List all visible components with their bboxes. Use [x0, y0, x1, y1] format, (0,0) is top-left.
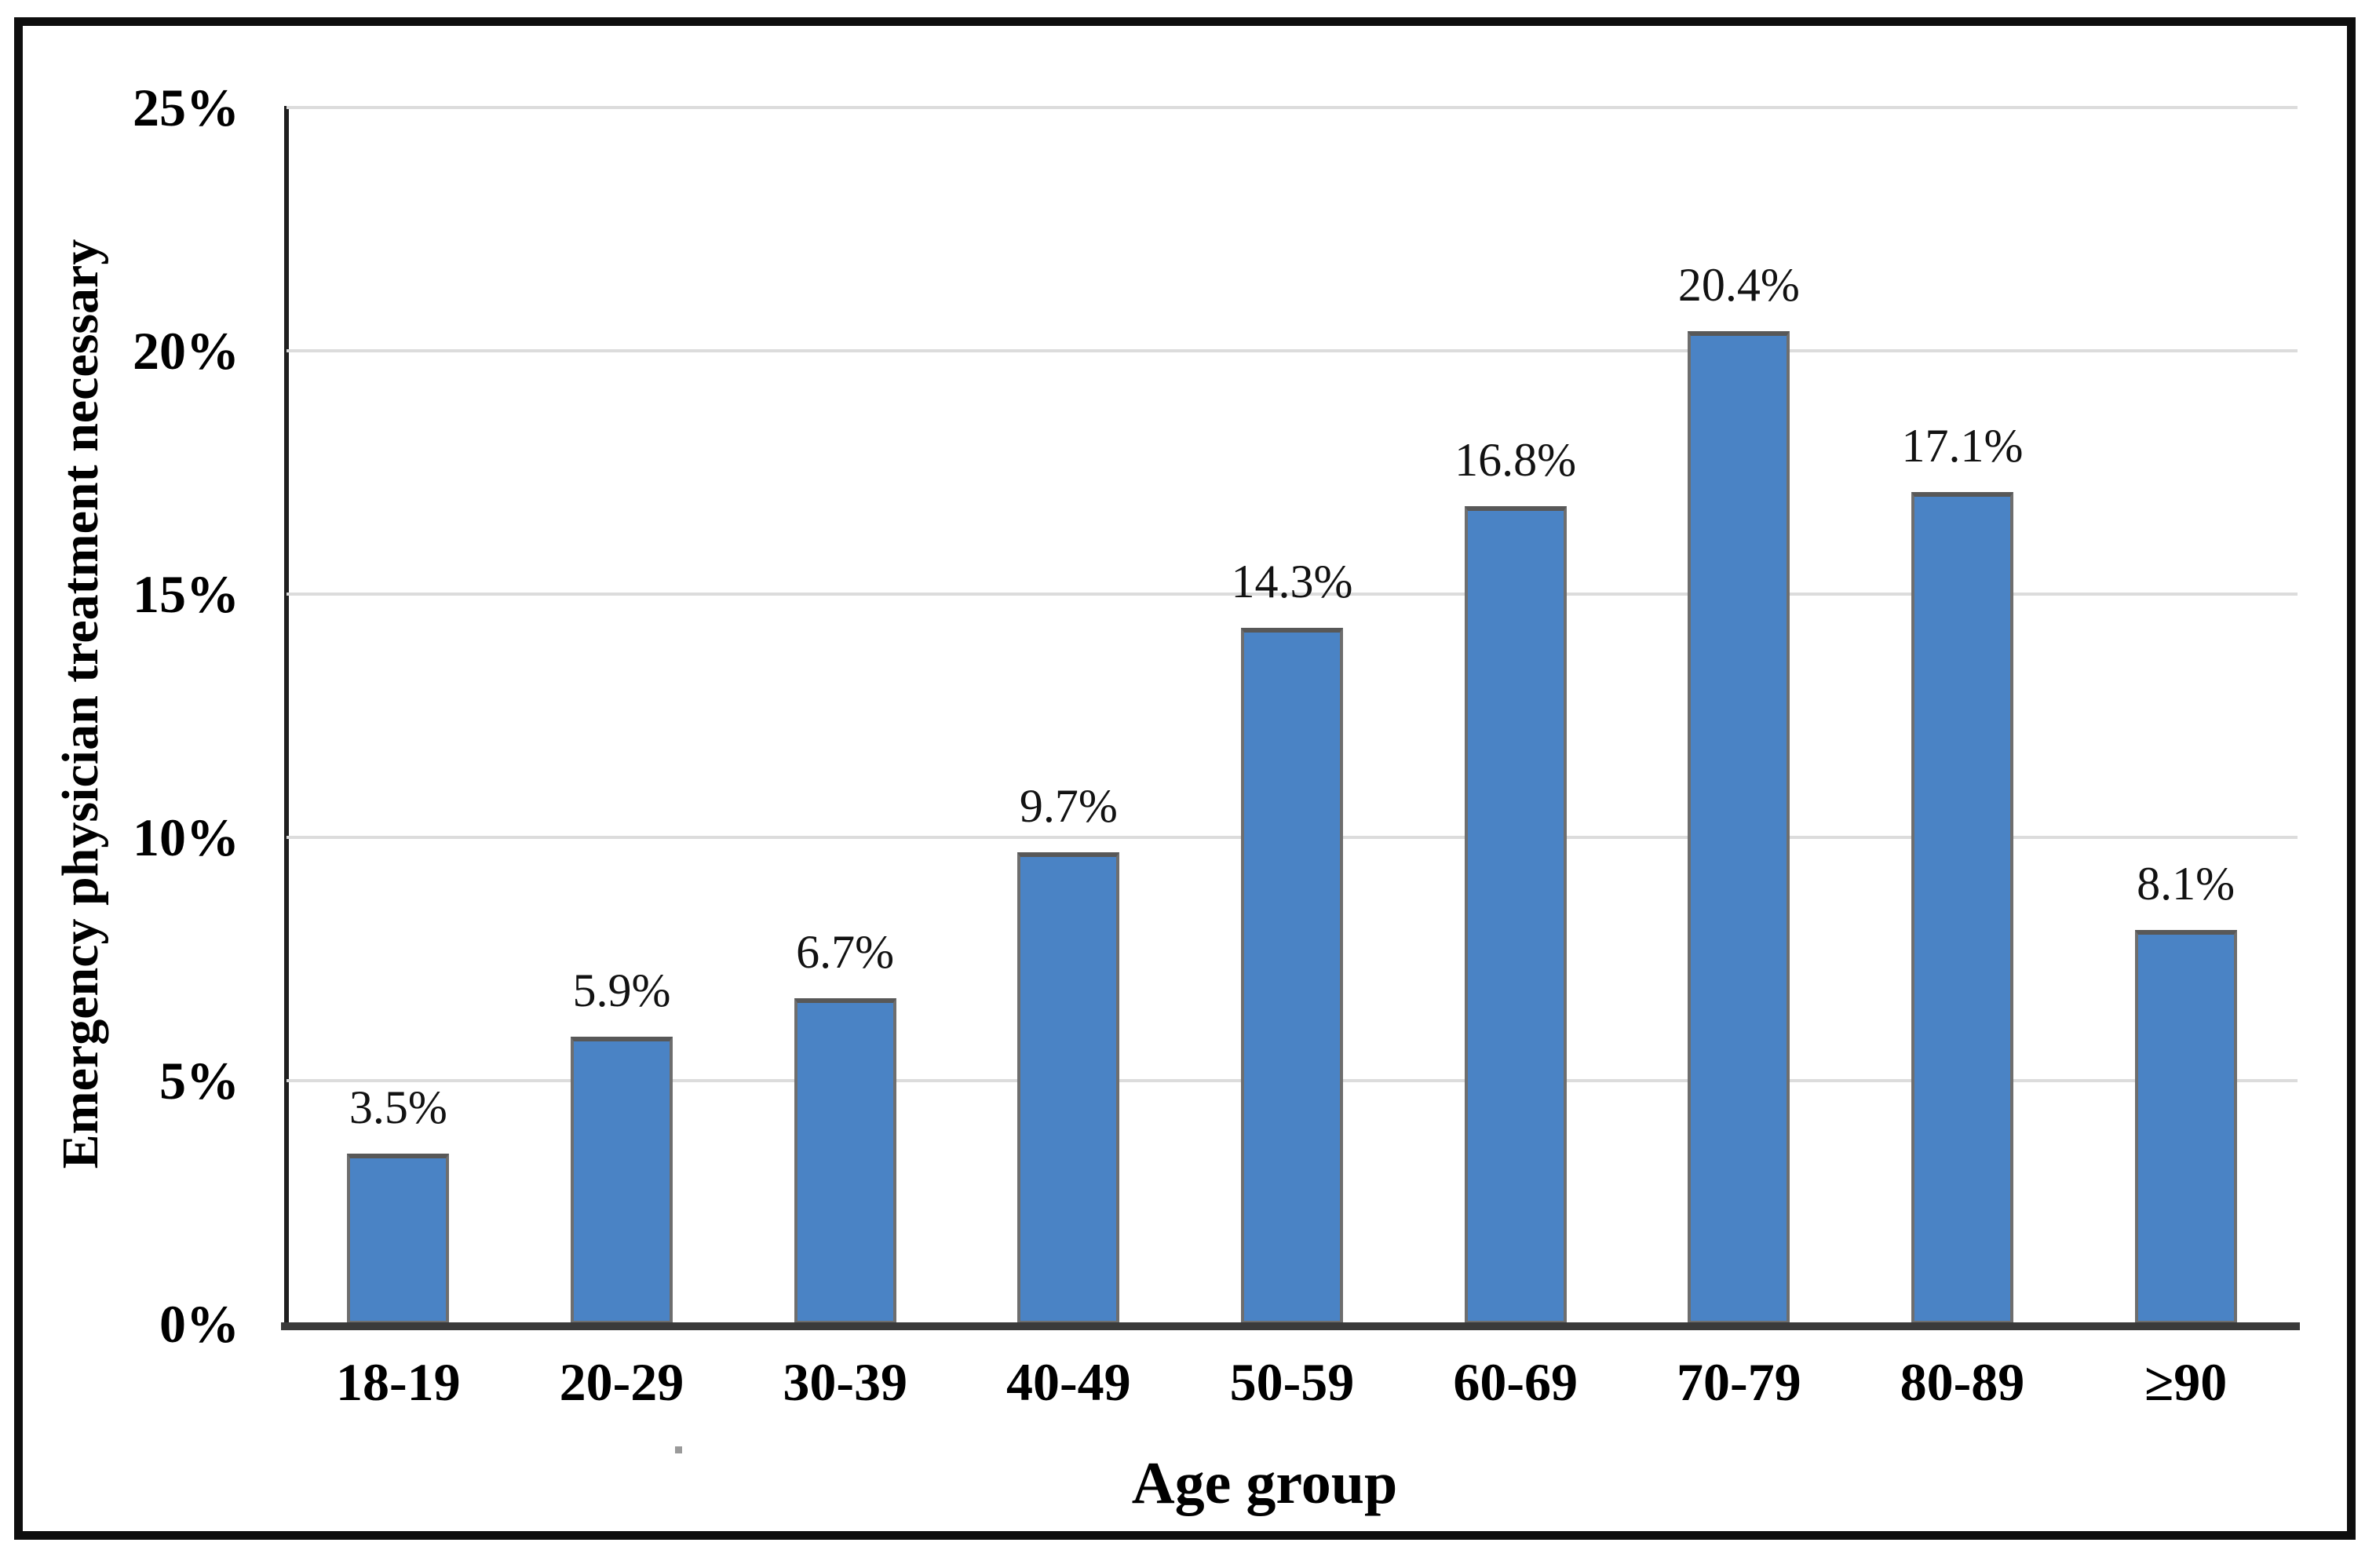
- y-tick-label: 0%: [159, 1294, 239, 1354]
- y-tick-label: 15%: [133, 564, 239, 624]
- x-axis-line: [281, 1322, 2300, 1330]
- bar-value-label: 8.1%: [2137, 857, 2235, 910]
- y-tick-label: 20%: [133, 321, 239, 381]
- bar-value-label: 3.5%: [349, 1081, 447, 1133]
- bar-value-label: 20.4%: [1677, 259, 1800, 312]
- x-tick-label: 30-39: [783, 1352, 907, 1412]
- bar-value-label: 16.8%: [1454, 434, 1577, 487]
- bar-value-label: 9.7%: [1019, 779, 1118, 832]
- y-tick-label: 25%: [133, 78, 239, 137]
- bar-60-69: [1464, 506, 1567, 1324]
- bar-18-19: [347, 1154, 450, 1324]
- bar-value-label: 17.1%: [1901, 419, 2024, 472]
- x-tick-label: 20-29: [559, 1352, 684, 1412]
- bar-≥90: [2134, 929, 2237, 1324]
- bar-value-label: 6.7%: [796, 925, 895, 978]
- bar-value-label: 5.9%: [572, 965, 671, 1017]
- bar-50-59: [1241, 628, 1343, 1324]
- x-tick-label: ≥90: [2144, 1352, 2228, 1412]
- x-tick-label: 50-59: [1229, 1352, 1355, 1412]
- bar-80-89: [1911, 491, 2013, 1324]
- plot-area: 3.5% 5.9% 6.7% 9.7% 14.3% 16.8% 20.4% 17.1% 8.1%: [287, 106, 2298, 1324]
- gridline: [287, 349, 2298, 352]
- bar-30-39: [794, 997, 896, 1324]
- gridline: [287, 593, 2298, 596]
- bar-20-29: [571, 1037, 673, 1324]
- bar-40-49: [1017, 851, 1120, 1324]
- x-tick-label: 18-19: [336, 1352, 461, 1412]
- y-axis-title: Emergency physician treatment necessary: [52, 239, 109, 1169]
- y-tick-label: 5%: [159, 1051, 239, 1110]
- gridline: [287, 106, 2298, 109]
- x-axis-title: Age group: [1131, 1450, 1398, 1516]
- stray-dot-artifact: [675, 1446, 682, 1453]
- x-tick-label: 80-89: [1900, 1352, 2025, 1412]
- bar-70-79: [1688, 331, 1790, 1324]
- x-tick-label: 70-79: [1677, 1352, 1801, 1412]
- x-tick-label: 60-69: [1453, 1352, 1578, 1412]
- y-axis-line: [284, 106, 289, 1326]
- y-tick-label: 10%: [133, 808, 239, 867]
- bar-value-label: 14.3%: [1231, 556, 1353, 608]
- x-tick-label: 40-49: [1006, 1352, 1131, 1412]
